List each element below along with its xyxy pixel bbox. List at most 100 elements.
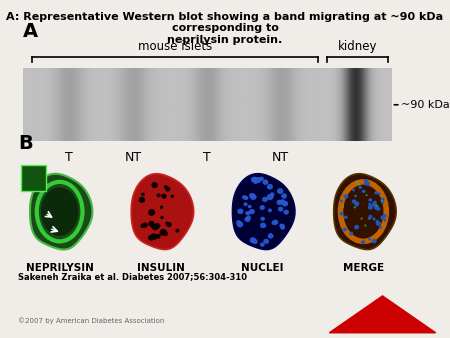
- PathPatch shape: [334, 174, 396, 249]
- Ellipse shape: [244, 203, 248, 206]
- Ellipse shape: [362, 190, 365, 193]
- Ellipse shape: [250, 238, 256, 243]
- Ellipse shape: [356, 202, 360, 205]
- Ellipse shape: [358, 186, 362, 189]
- Ellipse shape: [380, 216, 385, 220]
- Polygon shape: [329, 296, 436, 333]
- Ellipse shape: [376, 207, 380, 211]
- Ellipse shape: [365, 194, 368, 196]
- Ellipse shape: [268, 209, 272, 212]
- Text: A: A: [22, 22, 38, 41]
- Ellipse shape: [282, 201, 288, 206]
- Ellipse shape: [262, 197, 268, 202]
- Text: kidney: kidney: [338, 40, 377, 53]
- Text: Sakeneh Zraika et al. Diabetes 2007;56:304-310: Sakeneh Zraika et al. Diabetes 2007;56:3…: [18, 272, 247, 281]
- Ellipse shape: [242, 195, 247, 199]
- Text: NEPRILYSIN: NEPRILYSIN: [26, 263, 94, 273]
- Ellipse shape: [165, 187, 171, 192]
- Ellipse shape: [368, 205, 373, 210]
- Ellipse shape: [141, 193, 145, 196]
- Ellipse shape: [278, 207, 283, 211]
- PathPatch shape: [30, 174, 92, 249]
- Bar: [21, 166, 46, 191]
- Ellipse shape: [164, 232, 168, 236]
- Ellipse shape: [164, 232, 168, 235]
- Ellipse shape: [154, 223, 160, 228]
- Ellipse shape: [374, 205, 379, 210]
- Ellipse shape: [366, 182, 370, 186]
- Ellipse shape: [140, 223, 145, 228]
- Text: NT: NT: [125, 151, 142, 164]
- Ellipse shape: [360, 217, 363, 220]
- Ellipse shape: [249, 193, 255, 198]
- Ellipse shape: [369, 215, 372, 218]
- Ellipse shape: [264, 239, 269, 244]
- Ellipse shape: [157, 193, 161, 197]
- Ellipse shape: [148, 221, 155, 227]
- Ellipse shape: [267, 184, 273, 189]
- Ellipse shape: [354, 195, 357, 197]
- Ellipse shape: [375, 204, 378, 207]
- Ellipse shape: [369, 198, 373, 202]
- Ellipse shape: [171, 194, 174, 198]
- Ellipse shape: [284, 201, 288, 206]
- Ellipse shape: [352, 189, 355, 191]
- Ellipse shape: [148, 209, 155, 216]
- Ellipse shape: [272, 221, 276, 225]
- Ellipse shape: [342, 227, 347, 232]
- PathPatch shape: [233, 174, 295, 249]
- Ellipse shape: [251, 177, 257, 183]
- Ellipse shape: [277, 200, 282, 205]
- Text: MERGE: MERGE: [343, 263, 384, 273]
- Ellipse shape: [376, 221, 381, 226]
- Text: NUCLEI: NUCLEI: [241, 263, 284, 273]
- Ellipse shape: [381, 198, 385, 201]
- Ellipse shape: [160, 206, 163, 209]
- Ellipse shape: [160, 229, 167, 236]
- Text: NT: NT: [272, 151, 289, 164]
- Ellipse shape: [142, 222, 148, 228]
- Ellipse shape: [150, 233, 157, 240]
- Ellipse shape: [254, 180, 257, 184]
- Ellipse shape: [372, 217, 376, 220]
- Ellipse shape: [349, 232, 353, 235]
- Ellipse shape: [166, 222, 172, 227]
- Ellipse shape: [364, 224, 366, 227]
- Ellipse shape: [244, 196, 248, 200]
- Ellipse shape: [280, 199, 285, 204]
- Ellipse shape: [247, 216, 251, 219]
- Ellipse shape: [364, 182, 368, 186]
- Ellipse shape: [238, 209, 243, 214]
- Ellipse shape: [260, 206, 265, 210]
- Text: mouse islets: mouse islets: [138, 40, 212, 53]
- Ellipse shape: [255, 177, 261, 183]
- Ellipse shape: [152, 224, 159, 230]
- Ellipse shape: [260, 243, 264, 246]
- Ellipse shape: [372, 239, 377, 243]
- Ellipse shape: [280, 225, 285, 230]
- Ellipse shape: [270, 193, 274, 196]
- Text: ~90 kDa: ~90 kDa: [401, 100, 450, 110]
- Text: T: T: [65, 151, 72, 164]
- PathPatch shape: [131, 174, 194, 249]
- Ellipse shape: [378, 192, 381, 195]
- Ellipse shape: [164, 185, 167, 189]
- Ellipse shape: [368, 217, 371, 220]
- Ellipse shape: [151, 182, 158, 188]
- Ellipse shape: [155, 234, 161, 239]
- Text: A: Representative Western blot showing a band migrating at ~90 kDa corresponding: A: Representative Western blot showing a…: [6, 12, 444, 45]
- Ellipse shape: [342, 206, 344, 208]
- Ellipse shape: [273, 220, 278, 224]
- Ellipse shape: [368, 238, 371, 241]
- Ellipse shape: [358, 183, 360, 186]
- Ellipse shape: [356, 181, 357, 183]
- Text: ©2007 by American Diabetes Association: ©2007 by American Diabetes Association: [18, 318, 164, 324]
- Ellipse shape: [344, 216, 348, 219]
- Ellipse shape: [373, 239, 376, 242]
- Ellipse shape: [368, 203, 371, 206]
- Ellipse shape: [165, 222, 169, 225]
- Ellipse shape: [267, 194, 273, 200]
- Ellipse shape: [148, 235, 154, 241]
- Text: INSULIN: INSULIN: [137, 263, 185, 273]
- Ellipse shape: [41, 187, 78, 236]
